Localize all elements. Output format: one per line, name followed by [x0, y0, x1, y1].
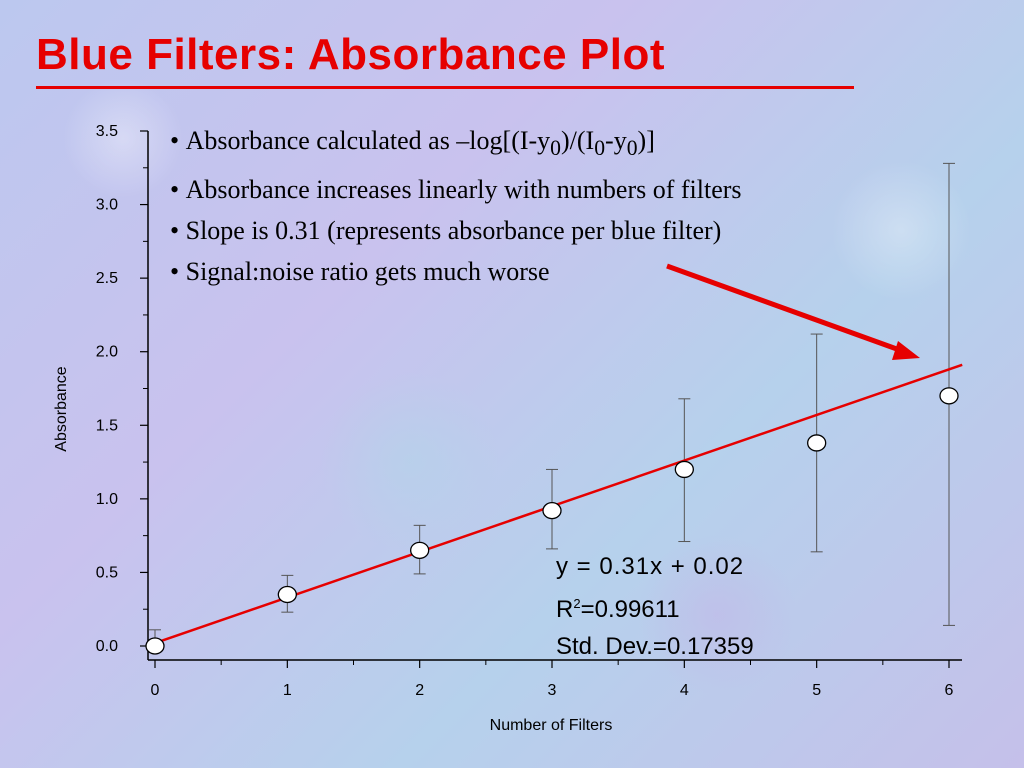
data-point: [277, 585, 297, 604]
y-tick-label: 2.0: [96, 344, 118, 361]
annotation-arrow-head: [892, 341, 920, 360]
bullet-item: Absorbance increases linearly with numbe…: [170, 169, 742, 210]
data-point: [807, 434, 827, 452]
data-point: [410, 541, 430, 560]
bullet-list: Absorbance calculated as –log[(I-y0)/(I0…: [170, 120, 742, 292]
data-points: [145, 387, 959, 655]
tick-labels: 0.0 0.5 1.0 1.5 2.0 2.5 3.0 3.5 0 1 2 3 4 5 6: [96, 123, 954, 699]
data-point: [542, 501, 562, 520]
chart-axes: [140, 130, 962, 668]
fit-std-dev: Std. Dev.=0.17359: [556, 633, 754, 660]
y-tick-label: 1.0: [96, 491, 118, 508]
fit-statistics: y = 0.31x + 0.02 R2=0.99611 Std. Dev.=0.…: [556, 548, 754, 665]
y-tick-label: 2.5: [96, 270, 118, 287]
data-point: [145, 637, 165, 655]
y-tick-label: 3.5: [96, 123, 118, 140]
x-tick-label: 3: [548, 682, 557, 699]
x-axis-label: Number of Filters: [490, 717, 613, 734]
fit-equation: y = 0.31x + 0.02: [556, 553, 745, 580]
data-point: [674, 460, 694, 479]
y-tick-label: 0.0: [96, 638, 118, 655]
x-tick-label: 2: [415, 682, 424, 699]
x-tick-label: 1: [283, 682, 292, 699]
title-underline: [36, 86, 854, 89]
x-tick-label: 5: [812, 682, 821, 699]
y-axis-label: Absorbance: [53, 366, 70, 451]
data-point: [939, 387, 959, 405]
bullet-item: Slope is 0.31 (represents absorbance per…: [170, 210, 742, 251]
y-tick-label: 1.5: [96, 417, 118, 434]
y-tick-label: 3.0: [96, 197, 118, 214]
x-tick-label: 0: [151, 682, 160, 699]
bullet-item: Signal:noise ratio gets much worse: [170, 251, 742, 292]
y-tick-label: 0.5: [96, 564, 118, 581]
x-tick-label: 6: [945, 682, 954, 699]
x-tick-label: 4: [680, 682, 689, 699]
bullet-item: Absorbance calculated as –log[(I-y0)/(I0…: [170, 120, 742, 169]
slide-title: Blue Filters: Absorbance Plot: [36, 30, 665, 79]
fit-r-squared: R2=0.99611: [556, 596, 680, 623]
